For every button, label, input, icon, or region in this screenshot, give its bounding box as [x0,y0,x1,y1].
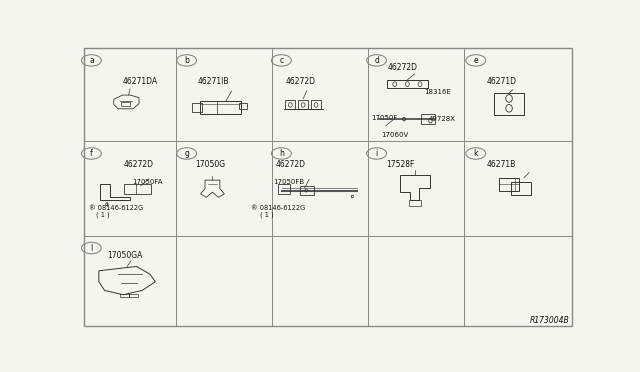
Text: a: a [89,56,94,65]
Text: 46272D: 46272D [388,63,417,72]
Text: 17050FB: 17050FB [273,179,305,185]
Text: 46271DA: 46271DA [122,77,157,86]
Text: 17050FA: 17050FA [132,179,163,185]
Text: 46271IB: 46271IB [198,77,230,86]
Text: f: f [90,149,93,158]
Text: 46271D: 46271D [486,77,516,86]
Text: 17528F: 17528F [387,160,415,169]
Text: ® 08146-6122G: ® 08146-6122G [89,205,143,211]
Text: ( 1 ): ( 1 ) [96,212,109,218]
Bar [409,201,420,206]
Text: 46272D: 46272D [276,160,306,169]
Text: 17050G: 17050G [195,160,225,169]
Bar [129,294,138,297]
Bar [420,114,435,124]
Bar [124,184,151,193]
Text: i: i [376,149,378,158]
Text: 46272D: 46272D [286,77,316,86]
Text: ( 1 ): ( 1 ) [260,212,274,218]
Text: 18316E: 18316E [424,90,451,96]
Text: e: e [474,56,478,65]
Bar [285,100,295,109]
Text: g: g [184,149,189,158]
Bar [511,182,531,195]
Bar [300,186,314,195]
Text: d: d [374,56,379,65]
Bar [298,100,308,109]
Text: 46271B: 46271B [486,160,516,169]
Text: l: l [90,244,93,253]
Text: h: h [279,149,284,158]
Bar [200,101,241,114]
Text: 17060V: 17060V [381,132,408,138]
Text: R173004B: R173004B [530,316,570,325]
Bar [239,103,247,109]
Text: c: c [279,56,284,65]
Text: b: b [184,56,189,65]
Text: k: k [474,149,478,158]
Bar [387,80,428,89]
Bar [311,100,321,109]
Text: 17050F: 17050F [372,115,398,121]
Bar [192,103,202,112]
Bar [494,93,524,115]
Text: ® 08146-6122G: ® 08146-6122G [251,205,305,211]
Text: 46272D: 46272D [124,160,154,169]
Text: 17050GA: 17050GA [108,251,143,260]
Bar [499,178,518,191]
Bar [278,183,290,194]
Bar [120,294,129,297]
Bar [121,102,130,106]
Text: 49728X: 49728X [429,116,456,122]
